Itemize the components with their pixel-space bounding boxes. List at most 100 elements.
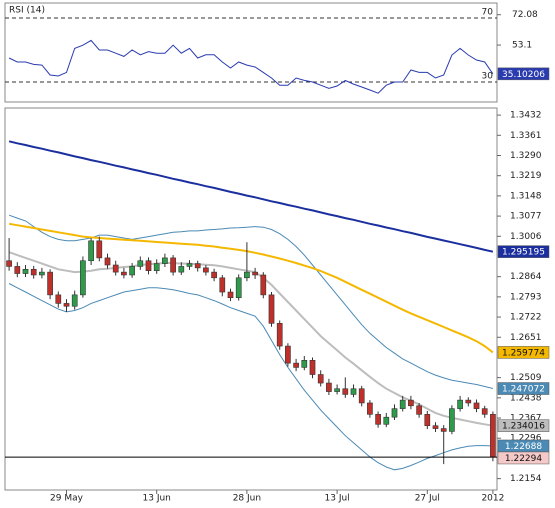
value-tag <box>497 451 550 465</box>
candle-body <box>153 263 160 271</box>
value-tag <box>497 382 550 395</box>
y-tick-label: 1.2438 <box>510 393 542 403</box>
candle-body <box>219 277 226 293</box>
candle-body <box>367 402 373 415</box>
y-tick-label: 1.2651 <box>510 333 542 343</box>
candle-body <box>22 268 29 274</box>
y-tick-label: 53.1 <box>512 41 532 51</box>
candle-body <box>334 388 340 392</box>
y-tick-label: 1.2367 <box>510 414 542 424</box>
candle-body <box>293 362 299 368</box>
candle-body <box>449 408 455 432</box>
candle-body <box>63 303 70 307</box>
candle-body <box>375 414 381 425</box>
y-tick-label: 1.3148 <box>510 191 542 201</box>
candle-body <box>47 271 53 296</box>
candle-body <box>137 260 144 267</box>
value-tag-label: 1.234016 <box>502 422 545 432</box>
candle-body <box>129 266 135 276</box>
y-tick-label: 1.2722 <box>510 313 542 323</box>
candle-body <box>145 260 152 271</box>
price-panel <box>4 107 498 491</box>
candle-body <box>55 294 62 304</box>
candle-body <box>203 267 209 273</box>
candle-body <box>104 257 111 266</box>
value-tag <box>497 346 550 359</box>
candle-body <box>465 399 472 404</box>
candle-body <box>178 266 185 273</box>
value-tag-label: 1.259774 <box>502 348 545 358</box>
value-tag <box>497 67 550 81</box>
candle-body <box>39 271 45 276</box>
value-tag-label: 35.10206 <box>502 70 545 80</box>
candle-body <box>268 294 275 324</box>
candle-body <box>112 264 119 273</box>
candle-body <box>227 291 234 299</box>
candle-body <box>260 274 267 296</box>
value-tag-label: 1.22294 <box>505 454 542 464</box>
candle-body <box>342 388 349 395</box>
y-tick-label: 1.2509 <box>510 373 542 383</box>
candle-body <box>244 271 250 279</box>
candle-body <box>252 271 258 276</box>
x-tick-label: 2012 <box>481 494 504 504</box>
y-tick-label: 1.2864 <box>510 272 542 282</box>
candle-body <box>14 266 21 274</box>
candle-body <box>416 405 422 415</box>
y-tick-label: 1.3290 <box>510 151 542 161</box>
candle-body <box>88 240 94 262</box>
rsi-title: RSI (14) <box>9 6 45 16</box>
candle-body <box>211 271 217 279</box>
candle-body <box>350 388 357 395</box>
candle-body <box>408 399 414 407</box>
candle-body <box>358 388 365 404</box>
y-tick-label: 1.2154 <box>510 474 542 484</box>
candle-body <box>424 414 431 427</box>
candle-body <box>432 425 439 429</box>
candle-body <box>309 359 316 375</box>
candle-body <box>383 416 390 425</box>
candle-body <box>235 277 242 299</box>
x-tick-label: 27 Jul <box>415 494 440 504</box>
candle-body <box>194 263 201 269</box>
rsi-line <box>8 39 494 94</box>
candle-body <box>399 399 406 409</box>
value-tag-label: 1.22688 <box>505 442 542 452</box>
candle-body <box>301 359 308 368</box>
candle-body <box>170 257 176 273</box>
x-tick-label: 13 Jun <box>143 494 171 504</box>
y-tick-label: 1.2296 <box>510 434 542 444</box>
candle-body <box>440 428 447 432</box>
value-tag <box>497 245 550 258</box>
x-tick-label: 29 May <box>50 494 84 504</box>
y-tick-label: 1.3006 <box>510 232 542 242</box>
y-tick-label: 1.3361 <box>510 131 542 141</box>
level-label: 30 <box>482 72 494 82</box>
level-label: 70 <box>482 8 494 18</box>
value-tag-label: 1.247072 <box>502 385 545 395</box>
candle-body <box>317 374 324 384</box>
candle-body <box>490 414 496 458</box>
indicator-line <box>8 283 493 471</box>
candle-body <box>326 382 332 392</box>
value-tag-label: 1.295195 <box>502 248 545 258</box>
y-tick-label: 1.3077 <box>510 212 542 222</box>
candle-body <box>473 402 480 409</box>
candle-body <box>481 408 488 415</box>
candle-body <box>276 323 283 347</box>
candle-body <box>30 268 37 276</box>
indicator-line <box>8 140 494 253</box>
x-tick-label: 28 Jun <box>233 494 261 504</box>
candle-body <box>186 263 193 267</box>
y-tick-label: 1.3432 <box>510 111 542 121</box>
candle-body <box>71 294 78 307</box>
rsi-panel <box>4 2 498 103</box>
value-tag <box>497 419 550 432</box>
candle-body <box>162 257 168 264</box>
x-tick-label: 13 Jul <box>325 494 350 504</box>
candle-body <box>6 260 12 267</box>
candle-body <box>391 408 398 418</box>
indicator-line <box>8 222 494 354</box>
